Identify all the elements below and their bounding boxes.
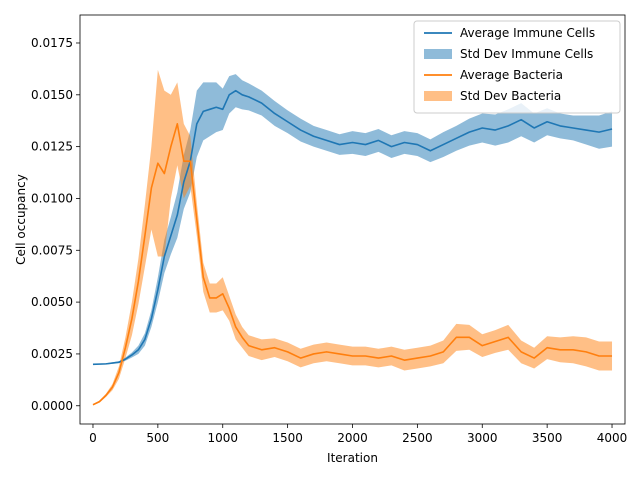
x-tick-label: 4000 xyxy=(597,431,628,445)
x-tick-label: 3500 xyxy=(532,431,563,445)
legend-label-average-bacteria: Average Bacteria xyxy=(460,68,563,82)
line-average-bacteria xyxy=(92,123,613,406)
legend-swatch-std-dev-bacteria xyxy=(424,91,452,101)
y-tick-label: 0.0050 xyxy=(31,295,73,309)
y-tick-label: 0.0125 xyxy=(31,140,73,154)
y-tick-label: 0.0150 xyxy=(31,88,73,102)
line-average-immune-cells xyxy=(92,89,613,366)
x-tick-label: 2000 xyxy=(337,431,368,445)
x-axis: 0 500 1000 1500 2000 2500 3000 3500 4000 xyxy=(89,424,627,445)
x-tick-label: 500 xyxy=(146,431,169,445)
x-tick-label: 0 xyxy=(89,431,97,445)
series-lines xyxy=(92,89,613,406)
x-tick-label: 1500 xyxy=(272,431,303,445)
std-bands xyxy=(92,69,613,406)
y-tick-label: 0.0000 xyxy=(31,399,73,413)
legend-label-std-dev-immune-cells: Std Dev Immune Cells xyxy=(460,47,593,61)
x-tick-label: 1000 xyxy=(207,431,238,445)
x-tick-label: 2500 xyxy=(402,431,433,445)
legend-label-average-immune-cells: Average Immune Cells xyxy=(460,26,595,40)
x-axis-label: Iteration xyxy=(327,451,378,465)
legend-swatch-std-dev-immune-cells xyxy=(424,49,452,59)
x-tick-label: 3000 xyxy=(467,431,498,445)
y-tick-label: 0.0075 xyxy=(31,243,73,257)
y-axis-label: Cell occupancy xyxy=(14,174,28,265)
y-tick-label: 0.0025 xyxy=(31,347,73,361)
legend-label-std-dev-bacteria: Std Dev Bacteria xyxy=(460,89,561,103)
y-tick-label: 0.0100 xyxy=(31,191,73,205)
legend-box xyxy=(413,20,621,114)
legend: Average Immune Cells Std Dev Immune Cells… xyxy=(413,20,621,114)
y-tick-label: 0.0175 xyxy=(31,36,73,50)
y-axis: 0.0000 0.0025 0.0050 0.0075 0.0100 0.0125 0.01… xyxy=(31,36,80,413)
band-average-immune-cells xyxy=(92,74,613,365)
